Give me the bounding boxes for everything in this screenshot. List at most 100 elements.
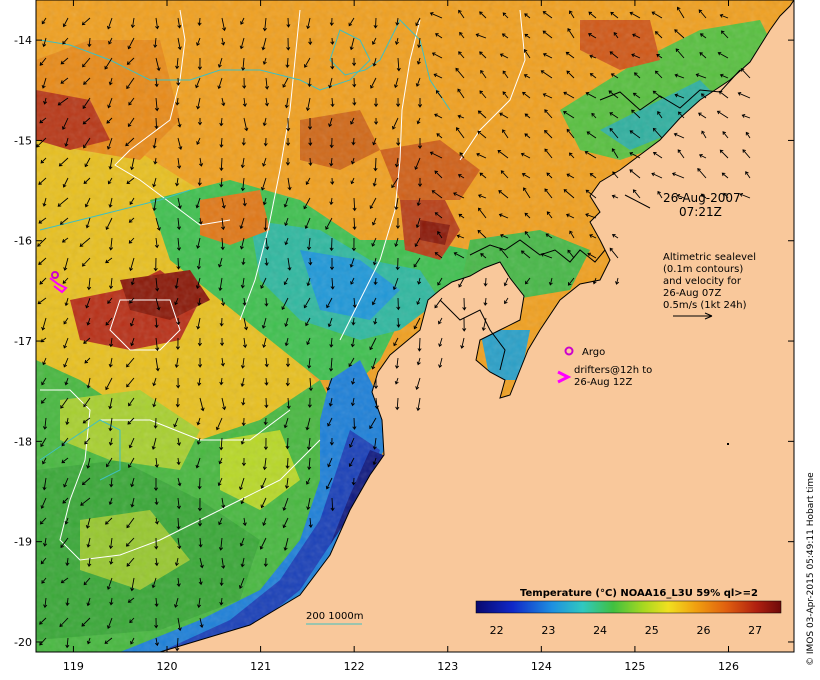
- velocity-arrow: [718, 90, 729, 99]
- velocity-arrow: [478, 207, 487, 219]
- velocity-arrow: [304, 57, 311, 68]
- velocity-arrow: [175, 637, 180, 652]
- velocity-arrow: [126, 377, 135, 388]
- velocity-arrow: [286, 17, 291, 28]
- velocity-arrow: [371, 237, 377, 247]
- y-tick-label: -18: [14, 435, 32, 448]
- velocity-arrow: [42, 197, 47, 207]
- velocity-arrow: [126, 57, 135, 65]
- velocity-arrow: [154, 557, 159, 567]
- velocity-arrow: [264, 257, 269, 266]
- velocity-arrow: [152, 197, 157, 212]
- velocity-arrow: [417, 178, 423, 187]
- velocity-arrow: [39, 57, 47, 66]
- velocity-arrow: [305, 177, 311, 185]
- velocity-arrow: [195, 197, 201, 209]
- velocity-arrow: [479, 51, 487, 59]
- velocity-arrow: [566, 173, 575, 179]
- velocity-arrow: [434, 212, 443, 219]
- x-tick-label: 120: [157, 660, 178, 673]
- velocity-arrow: [40, 337, 47, 343]
- velocity-arrow: [563, 110, 575, 119]
- velocity-arrow: [394, 37, 399, 45]
- velocity-arrow: [196, 257, 201, 270]
- plot-frame: [35, 0, 795, 653]
- velocity-arrow: [548, 277, 553, 286]
- velocity-arrow: [261, 37, 267, 51]
- velocity-arrow: [239, 237, 245, 250]
- velocity-arrow: [413, 317, 421, 330]
- x-tick-label: 122: [344, 660, 365, 673]
- velocity-arrow: [612, 171, 619, 179]
- time-label: 07:21Z: [679, 205, 722, 219]
- velocity-arrow: [221, 217, 226, 231]
- velocity-arrow: [350, 397, 355, 407]
- velocity-arrow: [40, 557, 47, 565]
- velocity-arrow: [240, 157, 245, 169]
- velocity-arrow: [546, 172, 553, 179]
- velocity-arrow: [130, 277, 135, 286]
- velocity-arrow: [129, 257, 135, 272]
- velocity-arrow: [396, 97, 401, 108]
- velocity-arrow: [325, 217, 333, 230]
- velocity-arrow: [242, 517, 247, 527]
- velocity-arrow: [436, 133, 443, 139]
- velocity-arrow: [106, 117, 113, 124]
- velocity-arrow: [393, 337, 399, 347]
- velocity-arrow: [283, 537, 289, 551]
- velocity-arrow: [565, 51, 575, 59]
- velocity-arrow: [81, 617, 91, 627]
- velocity-arrow: [305, 317, 311, 327]
- velocity-arrow: [127, 417, 135, 425]
- velocity-arrow: [39, 277, 47, 285]
- velocity-arrow: [263, 217, 268, 232]
- velocity-arrow: [217, 257, 223, 268]
- velocity-arrow: [502, 70, 509, 79]
- velocity-arrow: [480, 69, 487, 79]
- velocity-arrow: [458, 213, 465, 219]
- velocity-arrow: [524, 33, 531, 39]
- velocity-arrow: [629, 151, 641, 159]
- velocity-arrow: [609, 127, 619, 139]
- velocity-arrow: [154, 317, 159, 329]
- velocity-arrow: [306, 337, 311, 346]
- velocity-arrow: [631, 109, 641, 119]
- velocity-arrow: [64, 377, 69, 386]
- velocity-arrow: [218, 537, 224, 551]
- velocity-arrow: [128, 237, 135, 244]
- velocity-arrow: [64, 137, 69, 147]
- velocity-arrow: [57, 97, 69, 106]
- velocity-arrow: [589, 234, 597, 239]
- velocity-arrow: [176, 437, 181, 447]
- velocity-arrow: [63, 357, 69, 368]
- argo-legend: Argo: [564, 346, 605, 358]
- velocity-arrow: [199, 397, 205, 412]
- velocity-arrow: [219, 437, 224, 451]
- velocity-arrow: [130, 577, 135, 592]
- velocity-arrow: [197, 57, 202, 71]
- velocity-arrow: [329, 17, 334, 26]
- velocity-arrow: [329, 258, 335, 271]
- velocity-arrow: [219, 117, 224, 127]
- velocity-arrow: [281, 297, 289, 311]
- velocity-arrow: [261, 317, 267, 329]
- velocity-arrow: [566, 128, 575, 139]
- velocity-arrow: [374, 117, 379, 125]
- velocity-arrow: [154, 117, 159, 130]
- velocity-arrow: [260, 177, 267, 191]
- velocity-arrow: [283, 417, 289, 429]
- velocity-arrow: [239, 217, 245, 230]
- velocity-arrow: [457, 114, 465, 119]
- velocity-arrow: [129, 197, 135, 205]
- colorbar-tick-label: 23: [541, 624, 555, 637]
- y-tick-label: -16: [14, 235, 32, 248]
- altimetry-line-4: 26-Aug 07Z: [663, 288, 722, 299]
- velocity-arrow: [152, 397, 157, 408]
- velocity-arrow: [130, 497, 135, 508]
- velocity-arrow: [262, 57, 267, 65]
- velocity-arrow: [329, 357, 334, 372]
- velocity-arrow: [352, 297, 357, 309]
- velocity-arrow: [42, 37, 47, 48]
- velocity-arrow: [609, 247, 619, 259]
- colorbar-title: Temperature (°C) NOAA16_L3U 59% ql>=2: [520, 588, 758, 599]
